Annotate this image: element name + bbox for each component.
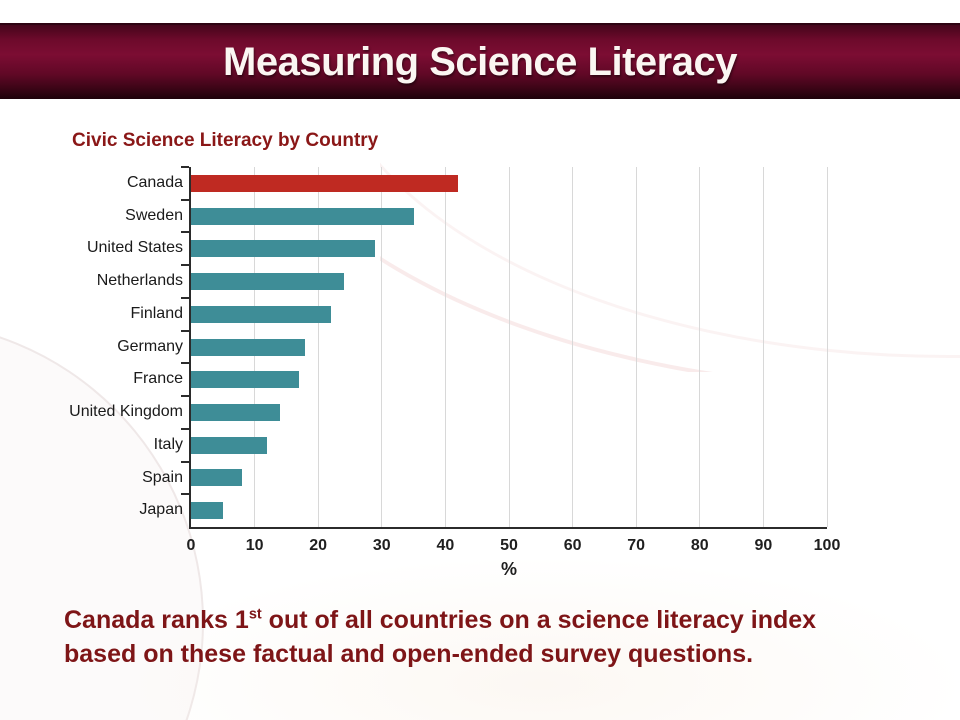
x-tick-label-100: 100 [813,537,841,554]
category-label-spain: Spain [142,468,183,486]
gridline-50 [508,167,510,527]
x-tick-label-20: 20 [309,537,328,554]
plot-area [189,167,828,529]
x-tick-label-80: 80 [690,537,709,554]
category-label-japan: Japan [139,501,183,519]
caption-text: Canada ranks 1 [64,606,249,634]
bar-netherlands [191,273,344,291]
y-axis-tick [181,329,189,332]
category-label-germany: Germany [117,337,183,355]
caption-text: out of all countries on a science litera… [261,606,817,634]
bar-italy [191,436,268,454]
gridline-60 [572,167,574,527]
y-axis-tick [181,198,189,201]
x-tick-label-30: 30 [372,537,391,554]
x-tick-label-60: 60 [563,537,582,554]
gridline-90 [762,167,764,527]
gridline-80 [699,167,701,527]
slide-title: Measuring Science Literacy [223,39,737,84]
gridline-70 [635,167,637,527]
bar-france [191,371,300,389]
category-label-sweden: Sweden [125,206,183,224]
x-tick-label-70: 70 [627,537,646,554]
y-axis-tick [181,362,189,365]
category-label-united-kingdom: United Kingdom [69,403,183,421]
gridline-20 [317,167,319,527]
y-axis-tick [181,460,189,463]
bar-canada [191,174,459,192]
x-tick-label-40: 40 [436,537,455,554]
x-tick-label-90: 90 [754,537,773,554]
category-label-finland: Finland [130,304,183,322]
slide-title-bar: Measuring Science Literacy [0,23,960,99]
bar-spain [191,469,242,487]
background-swirl-topright [380,92,960,372]
chart-title: Civic Science Literacy by Country [72,130,379,151]
gridline-30 [381,167,383,527]
gridline-100 [826,167,828,527]
x-tick-label-50: 50 [500,537,518,554]
y-axis-tick [181,493,189,496]
y-axis-tick [181,296,189,299]
x-tick-label-0: 0 [186,537,196,554]
bar-united-states [191,240,376,258]
y-axis-tick [181,395,189,398]
category-label-france: France [133,370,183,388]
bar-finland [191,305,331,323]
bar-sweden [191,207,414,225]
bar-united-kingdom [191,403,281,421]
y-axis-tick [181,264,189,267]
y-axis-tick [181,231,189,234]
bar-japan [191,502,223,520]
x-tick-label-10: 10 [245,537,264,554]
category-label-canada: Canada [126,174,183,191]
slide-caption: Canada ranks 1st out of all countries on… [64,603,932,671]
category-label-italy: Italy [153,435,183,453]
caption-superscript: st [248,606,262,623]
gridline-40 [444,167,446,527]
caption-text: based on these factual and open-ended su… [64,640,754,668]
category-label-netherlands: Netherlands [96,272,183,290]
x-axis-unit-label: % [500,559,517,579]
category-label-united-states: United States [86,239,183,257]
y-axis-tick [181,166,189,168]
y-axis-tick [181,427,189,430]
bar-germany [191,338,306,356]
